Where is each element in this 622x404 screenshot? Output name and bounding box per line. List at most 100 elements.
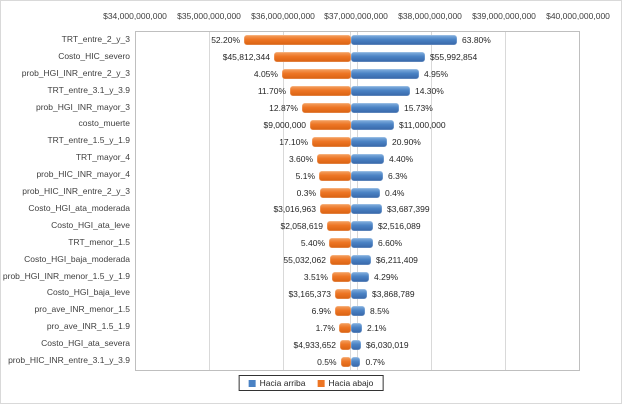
bar-hacia-abajo[interactable] [319, 204, 351, 215]
x-axis-tick-label: $39,000,000,000 [472, 11, 536, 21]
bar-hacia-arriba[interactable] [350, 119, 394, 130]
value-label-up: $6,211,409 [376, 255, 418, 266]
x-axis-tick-label: $36,000,000,000 [251, 11, 315, 21]
bar-hacia-arriba[interactable] [350, 221, 373, 232]
category-label: prob_HGI_INR_mayor_3 [35, 101, 130, 112]
x-axis: $34,000,000,000 $35,000,000,000 $36,000,… [1, 11, 621, 25]
bar-hacia-arriba[interactable] [350, 255, 371, 266]
bar-hacia-abajo[interactable] [244, 35, 351, 46]
value-label-down: 0.5% [317, 356, 337, 367]
bar-hacia-abajo[interactable] [340, 356, 351, 367]
bar-hacia-arriba[interactable] [350, 356, 361, 367]
gridline [504, 32, 506, 370]
bar-hacia-abajo[interactable] [329, 238, 351, 249]
bar-hacia-arriba[interactable] [350, 187, 380, 198]
value-label-up: $6,030,019 [366, 339, 409, 350]
category-label: prob_HIC_INR_entre_2_y_3 [22, 186, 130, 197]
legend-label: Hacia abajo [328, 378, 374, 388]
bar-hacia-arriba[interactable] [350, 339, 362, 350]
bar-hacia-abajo[interactable] [319, 187, 351, 198]
category-label: pro_ave_INR_menor_1.5 [34, 304, 130, 315]
category-axis-line [350, 32, 352, 370]
category-label: Costo_HGI_ata_moderada [28, 202, 130, 213]
gridline [430, 32, 432, 370]
value-label-down: 12.87% [269, 103, 298, 114]
value-label-down: 1.7% [315, 322, 335, 333]
category-label: prob_HIC_INR_entre_3.1_y_3.9 [8, 355, 130, 366]
value-label-down: 6.9% [311, 305, 331, 316]
value-label-down: 4.05% [253, 69, 278, 80]
bar-hacia-abajo[interactable] [310, 119, 351, 130]
bar-hacia-abajo[interactable] [273, 52, 351, 63]
value-label-up: 0.4% [385, 187, 405, 198]
bar-hacia-arriba[interactable] [350, 86, 410, 97]
gridline [283, 32, 285, 370]
category-label: pro_ave_INR_1.5_1.9 [46, 321, 130, 332]
bar-hacia-arriba[interactable] [350, 52, 425, 63]
category-label: Costo_HGI_baja_moderada [24, 253, 130, 264]
value-label-up: 20.90% [392, 136, 421, 147]
bar-hacia-abajo[interactable] [290, 86, 351, 97]
value-label-up: 6.3% [388, 170, 408, 181]
value-label-down: 55,032,062 [283, 255, 326, 266]
value-label-down: 3.60% [288, 153, 314, 164]
value-label-down: 17.10% [279, 136, 309, 147]
value-label-up: 4.95% [424, 69, 449, 80]
bar-hacia-abajo[interactable] [329, 255, 351, 266]
bar-hacia-abajo[interactable] [301, 103, 351, 114]
value-label-down: $4,933,652 [293, 339, 337, 350]
legend-swatch-up-icon [248, 379, 256, 387]
value-label-down: $2,058,619 [280, 221, 324, 232]
category-label: TRT_mayor_4 [75, 152, 130, 163]
gridline [357, 32, 358, 370]
bar-hacia-arriba[interactable] [350, 35, 457, 46]
bar-hacia-abajo[interactable] [317, 153, 351, 164]
value-label-up: $3,687,399 [387, 204, 430, 215]
bar-hacia-abajo[interactable] [334, 288, 351, 299]
legend[interactable]: Hacia arriba Hacia abajo [238, 375, 384, 391]
bar-hacia-abajo[interactable] [281, 69, 351, 80]
bar-hacia-arriba[interactable] [350, 322, 362, 333]
bar-hacia-arriba[interactable] [350, 136, 388, 147]
value-label-up: $11,000,000 [398, 119, 446, 130]
value-label-down: 52.20% [211, 35, 241, 46]
value-label-down: 3.51% [303, 272, 328, 283]
bar-hacia-abajo[interactable] [331, 272, 351, 283]
category-label: TRT_entre_1.5_y_1.9 [47, 135, 130, 146]
value-label-up: $2,516,089 [378, 221, 421, 232]
bar-hacia-arriba[interactable] [350, 69, 419, 80]
category-label: Costo_HGI_ata_leve [51, 219, 130, 230]
value-label-up: 4.40% [389, 153, 414, 164]
category-label: prob_HGI_INR_entre_2_y_3 [21, 67, 130, 78]
category-label: Costo_HGI_baja_leve [46, 287, 130, 298]
category-label: TRT_entre_3.1_y_3.9 [47, 84, 130, 95]
x-axis-tick-label: $34,000,000,000 [103, 11, 167, 21]
bar-hacia-abajo[interactable] [312, 136, 351, 147]
value-label-up: 4.29% [374, 272, 399, 283]
bar-hacia-abajo[interactable] [338, 322, 351, 333]
category-axis: TRT_entre_2_y_3 Costo_HIC_severo prob_HGI_… [1, 31, 130, 369]
value-label-down: 0.3% [296, 187, 316, 198]
bar-hacia-abajo[interactable] [327, 221, 351, 232]
legend-item-hacia-abajo[interactable]: Hacia abajo [317, 378, 373, 388]
category-label: Costo_HIC_severo [58, 50, 130, 61]
bar-hacia-arriba[interactable] [350, 238, 373, 249]
bar-hacia-abajo[interactable] [340, 339, 351, 350]
value-label-down: 5.40% [300, 238, 326, 249]
bar-hacia-abajo[interactable] [334, 305, 351, 316]
bar-hacia-abajo[interactable] [319, 170, 351, 181]
bar-hacia-arriba[interactable] [350, 170, 384, 181]
value-label-up: $55,992,854 [429, 52, 478, 63]
category-label: TRT_entre_2_y_3 [61, 33, 130, 44]
bar-hacia-arriba[interactable] [350, 305, 366, 316]
legend-item-hacia-arriba[interactable]: Hacia arriba [248, 378, 305, 388]
x-axis-tick-label: $35,000,000,000 [177, 11, 241, 21]
bar-hacia-arriba[interactable] [350, 272, 369, 283]
value-label-down: $9,000,000 [263, 119, 307, 130]
value-label-up: 2.1% [367, 322, 387, 333]
bar-hacia-arriba[interactable] [350, 153, 384, 164]
bar-hacia-arriba[interactable] [350, 103, 399, 114]
bar-hacia-arriba[interactable] [350, 204, 382, 215]
bar-hacia-arriba[interactable] [350, 288, 367, 299]
